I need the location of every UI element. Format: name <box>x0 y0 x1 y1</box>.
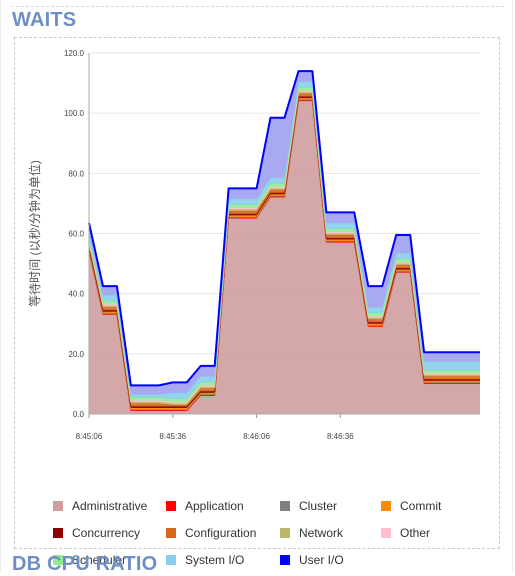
legend-item-commit[interactable]: Commit <box>381 498 481 513</box>
section-title-db-cpu-ratio: DB CPU RATIO <box>12 553 158 575</box>
legend-item-user-i-o[interactable]: User I/O <box>280 552 381 567</box>
legend-swatch <box>53 527 63 538</box>
section-title-waits: WAITS <box>12 9 77 31</box>
legend-label: Cluster <box>299 498 338 513</box>
area-administrative <box>89 101 480 414</box>
stacked-areas <box>88 70 480 414</box>
legend-label: Application <box>185 498 244 513</box>
legend-item-cluster[interactable]: Cluster <box>280 498 381 513</box>
legend-swatch <box>53 500 63 511</box>
legend-swatch <box>53 554 63 565</box>
legend-label: Other <box>400 525 431 540</box>
legend-swatch <box>166 527 176 538</box>
legend-item-network[interactable]: Network <box>280 525 381 540</box>
legend-swatch <box>280 527 290 538</box>
waits-chart-container: 0.0 20.0 40.0 60.0 80.0 100.0 120.0 8:45:06 8:4… <box>14 37 500 567</box>
x-tick-label: 8:46:06 <box>243 432 270 441</box>
y-tick-label: 100.0 <box>64 109 85 118</box>
axes <box>88 53 480 418</box>
legend-swatch <box>166 554 176 565</box>
legend-item-configuration[interactable]: Configuration <box>166 525 280 540</box>
y-tick-label: 80.0 <box>68 169 84 178</box>
x-tick-label: 8:45:36 <box>159 432 186 441</box>
legend-label: Concurrency <box>72 525 141 540</box>
y-tick-labels: 0.0 20.0 40.0 60.0 80.0 100.0 120.0 <box>64 49 85 419</box>
legend-swatch <box>166 500 176 511</box>
chart-legend: Administrative Application Cluster Commit Co… <box>53 498 493 567</box>
legend-item-other[interactable]: Other <box>381 525 481 540</box>
y-axis-label: 等待时间 (以秒/分钟为单位) <box>27 160 42 307</box>
legend-label: Configuration <box>185 525 257 540</box>
area-user-i-o <box>89 71 480 395</box>
legend-label: System I/O <box>185 552 245 567</box>
legend-swatch <box>381 500 391 511</box>
legend-item-concurrency[interactable]: Concurrency <box>53 525 166 540</box>
legend-item-scheduler[interactable]: Scheduler <box>53 552 166 567</box>
y-tick-label: 120.0 <box>64 49 85 58</box>
legend-swatch <box>280 500 290 511</box>
x-tick-labels: 8:45:06 8:45:36 8:46:06 8:46:36 <box>76 432 355 441</box>
x-tick-label: 8:46:36 <box>327 432 354 441</box>
y-tick-label: 60.0 <box>68 230 84 239</box>
legend-swatch <box>280 554 290 565</box>
line-user-i-o <box>88 70 480 387</box>
y-tick-label: 0.0 <box>73 410 85 419</box>
legend-label: Network <box>299 525 344 540</box>
x-tick-label: 8:45:06 <box>76 432 103 441</box>
legend-item-system-i-o[interactable]: System I/O <box>166 552 280 567</box>
legend-swatch <box>381 527 391 538</box>
legend-item-application[interactable]: Application <box>166 498 280 513</box>
y-tick-label: 20.0 <box>68 350 84 359</box>
legend-label: Scheduler <box>72 552 127 567</box>
legend-label: Administrative <box>72 498 148 513</box>
y-tick-label: 40.0 <box>68 290 84 299</box>
legend-item-administrative[interactable]: Administrative <box>53 498 166 513</box>
area-system-i-o <box>89 81 480 399</box>
top-divider <box>11 0 504 7</box>
legend-label: User I/O <box>299 552 344 567</box>
legend-label: Commit <box>400 498 442 513</box>
